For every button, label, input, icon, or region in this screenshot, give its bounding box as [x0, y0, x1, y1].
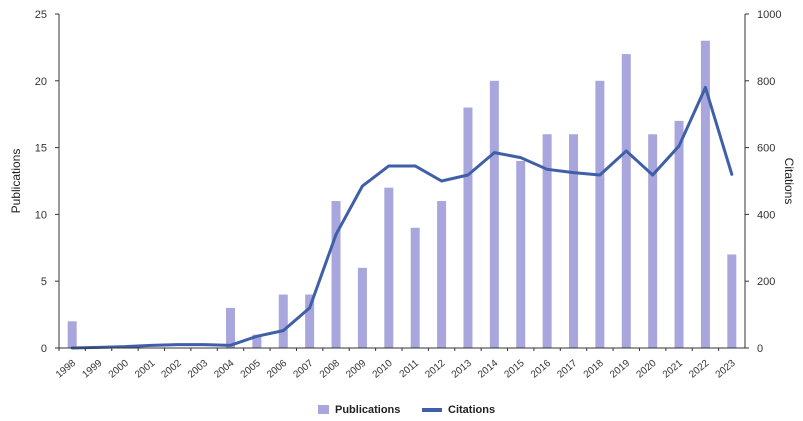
legend-label-citations: Citations [448, 404, 495, 416]
citations-point [730, 173, 734, 176]
citations-point [519, 156, 522, 159]
publications-bar [542, 134, 552, 348]
x-tick-label: 2018 [582, 358, 606, 381]
citations-point [361, 184, 364, 188]
y2-tick-label: 600 [757, 143, 775, 155]
y-tick-label: 0 [41, 343, 47, 355]
citations-point [255, 335, 259, 338]
x-tick-label: 2007 [291, 358, 315, 381]
y-axis-title: Publications [9, 149, 23, 214]
x-tick-label: 2004 [212, 358, 236, 381]
publications-bar [674, 120, 684, 348]
y2-tick-label: 800 [757, 76, 775, 88]
publications-bar [384, 187, 394, 348]
citations-point [677, 144, 681, 148]
x-tick-label: 2011 [398, 358, 422, 381]
publications-bar [727, 254, 737, 348]
x-tick-label: 2022 [687, 358, 711, 381]
citations-point [598, 173, 602, 177]
x-tick-label: 2000 [107, 358, 131, 381]
publications-bar [595, 80, 605, 349]
x-tick-label: 2023 [714, 358, 738, 381]
publications-bar [489, 80, 499, 349]
x-tick-label: 2001 [133, 358, 157, 381]
x-tick-label: 2006 [265, 358, 289, 381]
x-tick-labels: 1998 1999 2000 2001 2002 2003 2004 2005 2006 2007… [54, 358, 738, 381]
y-tick-label: 5 [41, 276, 47, 288]
publications-bar [357, 267, 367, 348]
y2-tick-label: 400 [757, 209, 775, 221]
y-tick-label: 20 [35, 76, 47, 88]
publications-bar [621, 54, 631, 348]
y-tick-labels: 0 5 10 15 20 25 [35, 9, 47, 355]
y2-tick-label: 1000 [757, 9, 781, 21]
legend-swatch-citations [422, 408, 442, 412]
publications-bar [226, 307, 235, 348]
x-tick-label: 2013 [450, 358, 474, 381]
publications-bar [278, 294, 288, 348]
x-tick-label: 2017 [555, 358, 579, 381]
citations-point [440, 179, 443, 183]
citations-point [493, 151, 496, 154]
y2-tick-label: 0 [757, 343, 763, 355]
publications-bar [700, 40, 710, 348]
citations-point [545, 168, 549, 171]
legend-label-publications: Publications [335, 404, 400, 416]
citations-point [229, 344, 232, 347]
x-tick-label: 2005 [239, 358, 263, 381]
citations-point [202, 343, 206, 346]
citations-point [176, 343, 179, 346]
x-tick-label: 1999 [80, 358, 104, 381]
y-tick-label: 15 [35, 143, 47, 155]
citations-point [651, 173, 654, 177]
legend: Publications Citations [318, 404, 495, 416]
y-tick-label: 25 [35, 9, 47, 21]
x-tick-label: 2008 [318, 358, 342, 381]
citations-point [704, 86, 707, 89]
citations-point [150, 344, 153, 347]
axes [55, 13, 749, 351]
x-tick-label: 2019 [608, 358, 632, 381]
y2-axis-title: Citations [782, 158, 796, 205]
citations-point [308, 306, 311, 310]
publications-bar [569, 134, 578, 348]
y2-tick-label: 200 [757, 276, 775, 288]
x-tick-label: 2016 [529, 358, 553, 381]
x-tick-label: 1998 [54, 358, 78, 381]
x-tick-label: 2014 [476, 358, 500, 381]
citations-point [625, 149, 628, 153]
x-tick-label: 2002 [160, 358, 184, 381]
publications-bar [410, 227, 420, 348]
citations-point [466, 173, 470, 177]
publications-bar [67, 321, 77, 348]
citations-point [413, 164, 417, 168]
publications-bar [437, 201, 447, 348]
y2-tick-labels: 0 200 400 600 800 1000 [757, 9, 781, 355]
x-tick-label: 2020 [634, 358, 658, 381]
publications-bars [67, 40, 737, 349]
x-tick-label: 2003 [186, 358, 210, 381]
y-tick-label: 10 [35, 209, 47, 221]
x-tick-label: 2009 [344, 358, 368, 381]
citations-point [572, 171, 575, 174]
x-tick-label: 2015 [503, 358, 527, 381]
publications-bar [463, 107, 473, 349]
citations-line [70, 85, 734, 350]
legend-swatch-publications [318, 405, 329, 414]
publications-bar [516, 160, 526, 348]
publications-bar [305, 294, 315, 348]
x-tick-label: 2012 [423, 358, 447, 381]
citations-point [282, 329, 285, 332]
publications-bar [331, 201, 341, 348]
citations-point [123, 345, 127, 348]
publications-bar [252, 334, 262, 348]
x-tick-label: 2021 [661, 358, 685, 381]
x-tick-label: 2010 [371, 358, 395, 381]
citations-point [334, 233, 338, 236]
publications-bar [648, 134, 658, 348]
citations-point [387, 164, 391, 168]
citations-line-group [70, 85, 734, 350]
